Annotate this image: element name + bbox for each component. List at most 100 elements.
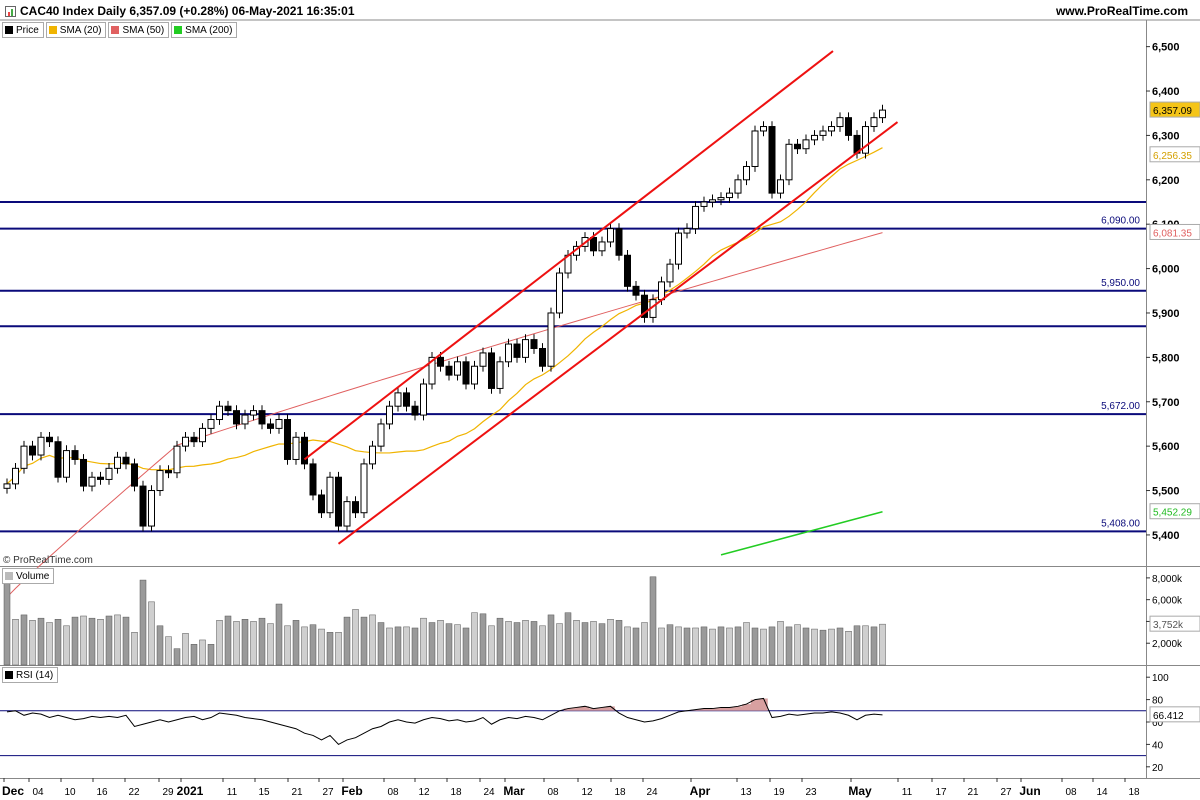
volume-bar <box>641 622 648 666</box>
volume-bar <box>717 626 725 666</box>
volume-bar <box>343 616 351 666</box>
volume-swatch <box>5 572 13 580</box>
volume-bar <box>819 629 827 666</box>
candle-body <box>352 501 359 514</box>
volume-bar <box>539 625 546 666</box>
candle-body <box>794 143 801 150</box>
candle-body <box>462 361 470 385</box>
x-tick-label: 18 <box>450 787 462 798</box>
candle-body <box>496 361 504 389</box>
x-tick-label: 17 <box>935 787 947 798</box>
candle-body <box>828 126 835 132</box>
volume-label: Volume <box>16 570 50 582</box>
x-tick-label: 18 <box>1128 787 1140 798</box>
x-tick-label: 08 <box>1065 787 1077 798</box>
volume-bar <box>853 625 861 666</box>
y-tick-label: 5,500 <box>1152 486 1180 498</box>
volume-bar <box>88 617 96 666</box>
legend-sma200[interactable]: SMA (200) <box>171 22 238 38</box>
channel-upper-line <box>303 50 834 461</box>
y-tick-label: 5,800 <box>1152 352 1180 364</box>
volume-bar <box>505 621 512 666</box>
volume-bar <box>624 626 631 666</box>
y-tick-label: 5,400 <box>1152 530 1180 542</box>
candle-body <box>71 450 79 460</box>
y-tick-label: 6,000 <box>1152 264 1180 276</box>
candle-body <box>250 410 257 416</box>
volume-bar <box>488 625 495 666</box>
volume-bar <box>530 621 538 666</box>
volume-panel-label[interactable]: Volume <box>2 568 55 584</box>
volume-bar <box>258 617 266 666</box>
volume-bar <box>309 624 317 666</box>
y-tick-label: 6,300 <box>1152 130 1180 142</box>
legend-price[interactable]: Price <box>2 22 44 38</box>
legend-sma200-swatch <box>174 26 183 34</box>
volume-bar <box>726 627 733 666</box>
legend-sma200-label: SMA (200) <box>185 24 233 36</box>
x-tick-label: 24 <box>646 787 658 798</box>
volume-bar <box>377 622 385 666</box>
volume-bar <box>785 626 793 666</box>
candle-body <box>199 427 206 443</box>
sma200-line <box>720 510 883 556</box>
volume-bar <box>386 627 393 666</box>
volume-bar <box>437 620 444 666</box>
candle-body <box>785 143 793 181</box>
x-tick-label: 14 <box>1096 787 1108 798</box>
candle-body <box>275 419 283 429</box>
candle-body <box>641 294 648 318</box>
volume-bar <box>496 617 504 666</box>
x-tick-label: 23 <box>805 787 817 798</box>
y-tick-label: 6,400 <box>1152 86 1180 98</box>
candle-body <box>819 130 827 136</box>
volume-bar <box>743 622 750 666</box>
volume-bar <box>139 579 147 666</box>
candle-body <box>556 272 563 314</box>
volume-bar <box>173 648 181 666</box>
candle-body <box>632 285 640 296</box>
volume-bar <box>760 628 767 666</box>
volume-bar <box>156 625 164 666</box>
candle-body <box>88 476 96 487</box>
candle-body <box>777 179 784 194</box>
x-tick-label: 08 <box>387 787 399 798</box>
candle-body <box>258 410 266 425</box>
candle-body <box>420 383 427 416</box>
candle-body <box>411 405 419 416</box>
volume-bar <box>148 601 155 666</box>
x-tick-label: 15 <box>258 787 270 798</box>
volume-bar <box>224 615 232 666</box>
candle-body <box>233 410 240 425</box>
x-tick-label: 11 <box>227 787 238 798</box>
candle-body <box>182 436 189 447</box>
y-tick-label: 5,600 <box>1152 441 1180 453</box>
volume-bar <box>692 627 699 666</box>
candle-body <box>547 312 555 367</box>
x-tick-label: 29 <box>162 787 174 798</box>
legend-sma20[interactable]: SMA (20) <box>45 22 107 38</box>
candle-body <box>666 263 674 283</box>
rsi-current-label: 66.412 <box>1153 711 1184 722</box>
candle-body <box>598 241 606 252</box>
rsi-overbought-fill <box>563 698 768 711</box>
volume-bar <box>598 623 606 666</box>
volume-bar <box>811 628 818 666</box>
legend-sma50[interactable]: SMA (50) <box>108 22 170 38</box>
x-tick-label: 12 <box>581 787 593 798</box>
x-tick-label: Apr <box>690 784 711 798</box>
volume-current-box <box>1149 615 1200 632</box>
candle-body <box>870 117 878 128</box>
x-tick-label: Mar <box>503 784 525 798</box>
site-url[interactable]: www.ProRealTime.com <box>1055 4 1188 18</box>
legend-sma20-label: SMA (20) <box>59 24 102 36</box>
candle-body <box>309 463 317 496</box>
rsi-label: RSI (14) <box>16 669 54 681</box>
candle-body <box>318 494 325 514</box>
volume-bar <box>879 623 886 666</box>
rsi-panel-label[interactable]: RSI (14) <box>2 667 59 683</box>
candle-body <box>216 405 223 421</box>
volume-bar <box>3 583 11 666</box>
candle-body <box>190 436 198 443</box>
candle-body <box>675 232 682 265</box>
